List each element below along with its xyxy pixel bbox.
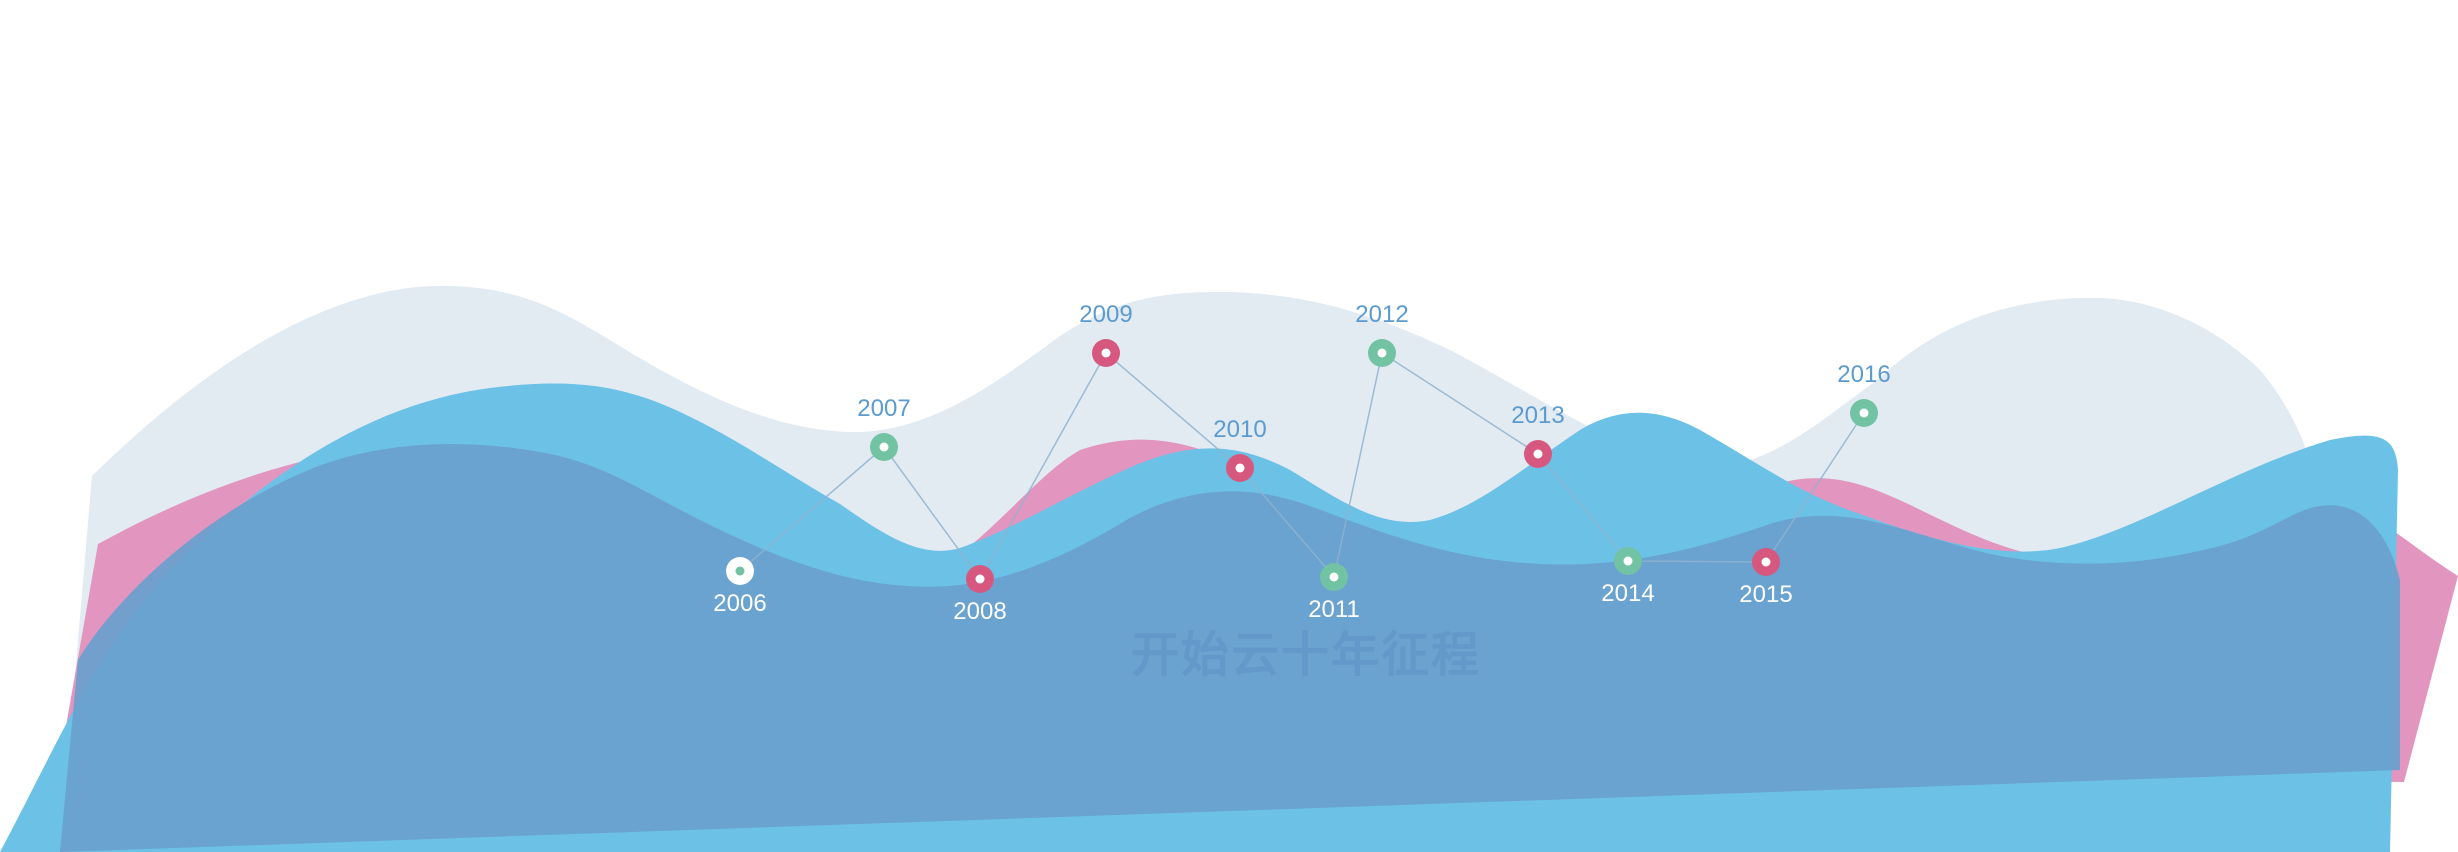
milestone-year-label: 2007 <box>857 395 910 422</box>
milestone-2016[interactable]: 2016 <box>1837 361 1891 427</box>
milestone-2007[interactable]: 2007 <box>857 395 911 461</box>
milestone-dot-center-icon <box>879 442 889 452</box>
milestone-dot-center-icon <box>1235 463 1245 473</box>
milestone-year-label: 2011 <box>1308 596 1360 623</box>
milestone-year-label: 2014 <box>1601 580 1654 607</box>
milestone-year-label: 2009 <box>1079 301 1132 328</box>
milestone-2013[interactable]: 2013 <box>1511 402 1565 468</box>
milestone-2011[interactable]: 2011 <box>1308 563 1360 623</box>
milestone-dot-center-icon <box>735 566 745 576</box>
milestone-2009[interactable]: 2009 <box>1079 301 1133 367</box>
milestone-year-label: 2012 <box>1355 301 1408 328</box>
milestone-2012[interactable]: 2012 <box>1355 301 1409 367</box>
milestone-dot-center-icon <box>1101 348 1111 358</box>
front-wave <box>60 443 2400 852</box>
watermark-title: 开始云十年征程 <box>1131 627 1481 683</box>
milestone-2010[interactable]: 2010 <box>1213 416 1267 482</box>
milestone-2014[interactable]: 2014 <box>1601 547 1655 607</box>
milestone-dot-center-icon <box>1329 572 1339 582</box>
milestone-dot-center-icon <box>975 574 985 584</box>
milestone-2006[interactable]: 2006 <box>713 557 767 617</box>
milestone-dot-center-icon <box>1623 556 1633 566</box>
milestone-year-label: 2015 <box>1739 581 1792 608</box>
milestone-2008[interactable]: 2008 <box>953 565 1007 625</box>
milestone-year-label: 2016 <box>1837 361 1890 388</box>
milestone-year-label: 2006 <box>713 590 766 617</box>
milestone-dot-center-icon <box>1859 408 1869 418</box>
milestone-year-label: 2010 <box>1213 416 1266 443</box>
milestone-year-label: 2013 <box>1511 402 1564 429</box>
milestone-year-label: 2008 <box>953 598 1006 625</box>
milestone-2015[interactable]: 2015 <box>1739 548 1793 608</box>
milestone-dot-center-icon <box>1533 449 1543 459</box>
milestone-markers: 2006 2007 2008 2009 2010 2011 2012 2013 2014 2015… <box>713 301 1890 625</box>
milestone-dot-center-icon <box>1377 348 1387 358</box>
milestone-dot-center-icon <box>1761 557 1771 567</box>
